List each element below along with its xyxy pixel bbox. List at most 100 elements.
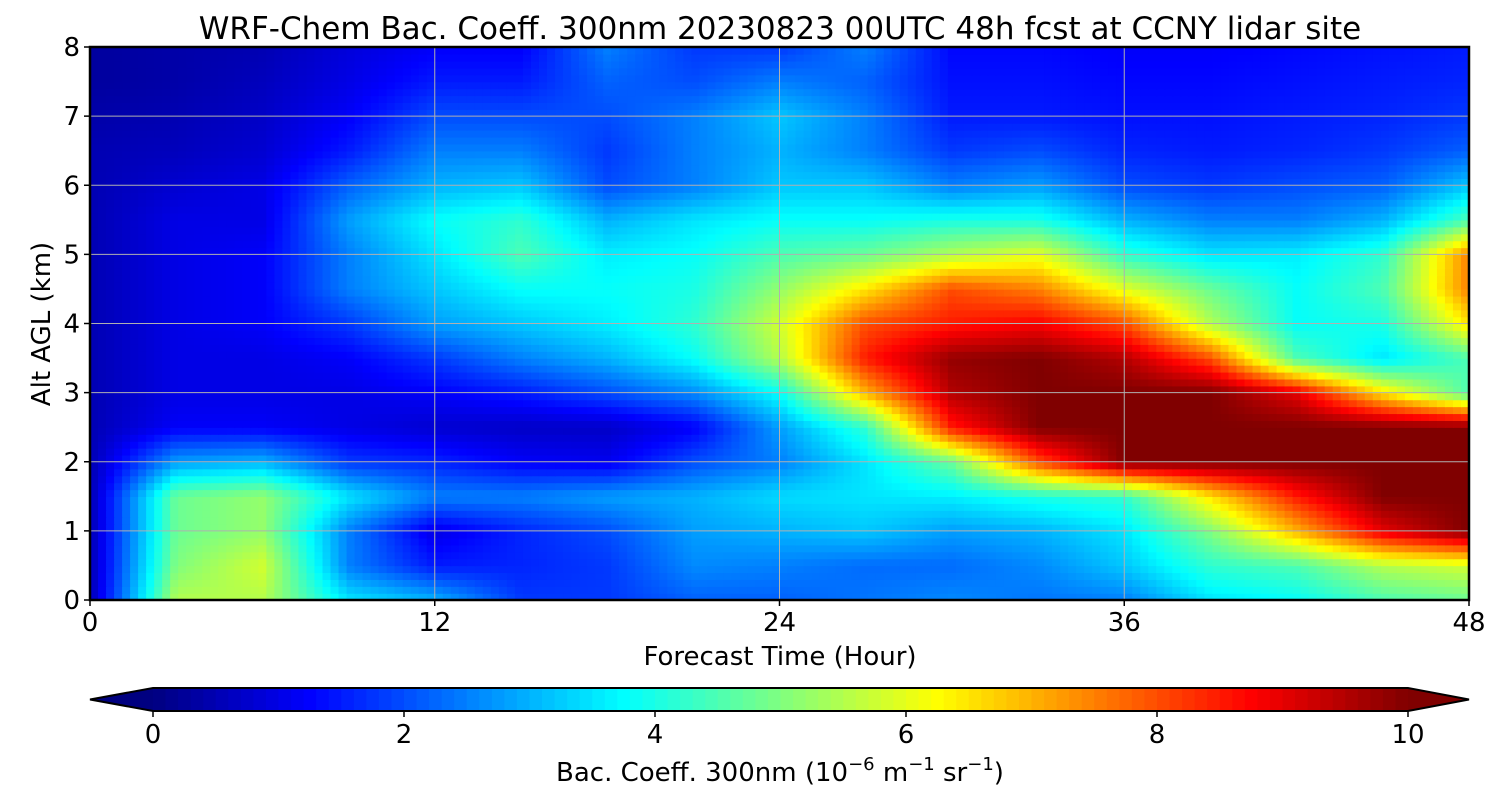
heatmap-cell	[699, 427, 709, 435]
heatmap-cell	[739, 586, 749, 594]
heatmap-cell	[522, 586, 532, 594]
heatmap-cell	[739, 517, 749, 525]
heatmap-cell	[1084, 434, 1093, 442]
heatmap-cell	[867, 461, 877, 470]
heatmap-cell	[611, 558, 620, 567]
heatmap-cell	[258, 441, 268, 449]
heatmap-cell	[891, 586, 901, 594]
heatmap-cell	[931, 517, 941, 525]
heatmap-cell	[458, 454, 468, 463]
heatmap-cell	[1132, 447, 1141, 456]
heatmap-cell	[555, 510, 564, 518]
heatmap-cell	[1052, 517, 1061, 525]
heatmap-cell	[194, 510, 203, 518]
heatmap-cell	[891, 510, 901, 518]
heatmap-cell	[1364, 413, 1374, 421]
heatmap-cell	[707, 413, 717, 421]
heatmap-cell	[755, 406, 765, 415]
heatmap-cell	[627, 593, 636, 600]
heatmap-cell	[1012, 572, 1021, 580]
heatmap-cell	[1076, 399, 1085, 408]
heatmap-cell	[162, 461, 171, 470]
heatmap-cell	[1036, 565, 1045, 574]
heatmap-cell	[619, 572, 628, 580]
heatmap-cell	[907, 558, 917, 567]
heatmap-cell	[787, 461, 797, 470]
heatmap-cell	[739, 565, 749, 574]
heatmap-cell	[683, 406, 693, 415]
heatmap-cell	[683, 503, 693, 511]
heatmap-cell	[875, 406, 885, 415]
heatmap-cell	[362, 503, 372, 511]
heatmap-cell	[130, 593, 139, 600]
heatmap-cell	[450, 510, 460, 518]
heatmap-cell	[1332, 399, 1342, 408]
heatmap-cell	[979, 544, 989, 553]
heatmap-cell	[474, 537, 484, 546]
heatmap-cell	[987, 510, 997, 518]
heatmap-cell	[699, 558, 709, 567]
heatmap-cell	[434, 558, 444, 567]
heatmap-cell	[811, 537, 821, 546]
heatmap-cell	[571, 551, 580, 560]
heatmap-cell	[963, 406, 973, 415]
heatmap-cell	[1428, 447, 1438, 456]
heatmap-cell	[1052, 461, 1061, 470]
heatmap-cell	[915, 475, 925, 484]
heatmap-cell	[811, 447, 821, 456]
heatmap-cell	[274, 454, 284, 463]
heatmap-cell	[418, 420, 428, 428]
heatmap-cell	[939, 558, 949, 567]
heatmap-cell	[530, 489, 540, 498]
heatmap-cell	[1356, 537, 1366, 546]
heatmap-cell	[779, 413, 789, 421]
heatmap-cell	[755, 544, 765, 553]
heatmap-cell	[1300, 586, 1310, 594]
heatmap-cell	[458, 544, 468, 553]
heatmap-cell	[90, 523, 99, 532]
heatmap-cell	[1324, 413, 1334, 421]
heatmap-cell	[1412, 530, 1422, 539]
heatmap-cell	[1003, 441, 1013, 449]
heatmap-cell	[1060, 482, 1069, 491]
heatmap-cell	[234, 496, 244, 504]
heatmap-cell	[1204, 454, 1214, 463]
heatmap-cell	[146, 434, 155, 442]
heatmap-cell	[1084, 537, 1093, 546]
heatmap-cell	[587, 593, 596, 600]
heatmap-cell	[1020, 454, 1029, 463]
heatmap-cell	[1380, 482, 1390, 491]
heatmap-cell	[1180, 475, 1190, 484]
heatmap-cell	[659, 510, 668, 518]
heatmap-cell	[146, 523, 155, 532]
heatmap-cell	[1084, 399, 1093, 408]
heatmap-cell	[1444, 475, 1454, 484]
heatmap-cell	[362, 565, 372, 574]
heatmap-cell	[346, 413, 356, 421]
heatmap-cell	[506, 593, 516, 600]
heatmap-cell	[98, 399, 107, 408]
heatmap-cell	[1420, 510, 1430, 518]
heatmap-cell	[106, 413, 115, 421]
heatmap-cell	[1012, 551, 1021, 560]
heatmap-cell	[122, 392, 131, 401]
heatmap-cell	[699, 517, 709, 525]
heatmap-cell	[763, 558, 773, 567]
heatmap-cell	[1164, 434, 1174, 442]
heatmap-cell	[835, 427, 845, 435]
heatmap-cell	[290, 503, 300, 511]
heatmap-cell	[675, 461, 684, 470]
heatmap-cell	[1460, 482, 1469, 491]
heatmap-cell	[659, 406, 668, 415]
heatmap-cell	[506, 413, 516, 421]
heatmap-cell	[963, 475, 973, 484]
heatmap-cell	[875, 537, 885, 546]
heatmap-cell	[386, 572, 396, 580]
heatmap-cell	[803, 537, 813, 546]
heatmap-cell	[130, 447, 139, 456]
heatmap-cell	[1348, 434, 1358, 442]
heatmap-cell	[1396, 489, 1406, 498]
heatmap-cell	[1180, 517, 1190, 525]
heatmap-cell	[803, 579, 813, 587]
heatmap-cell	[338, 565, 348, 574]
